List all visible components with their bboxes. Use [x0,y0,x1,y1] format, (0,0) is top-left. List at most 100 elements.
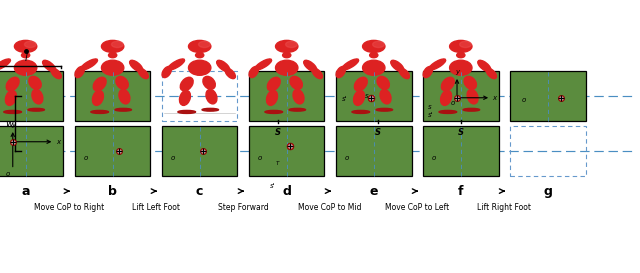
Ellipse shape [429,59,445,70]
Ellipse shape [92,90,104,105]
Ellipse shape [32,89,43,104]
Ellipse shape [6,77,19,91]
Text: o: o [432,155,436,161]
Ellipse shape [478,60,491,72]
Ellipse shape [22,53,29,58]
Ellipse shape [189,40,211,52]
Ellipse shape [29,76,41,89]
Text: S: S [275,128,281,137]
Text: s: s [428,104,431,110]
Ellipse shape [109,53,116,58]
Bar [336,126,412,176]
Ellipse shape [293,89,304,104]
Ellipse shape [266,90,278,105]
Text: d: d [282,185,291,198]
Ellipse shape [376,108,392,111]
Ellipse shape [442,77,454,91]
Text: S: S [375,128,381,137]
Ellipse shape [178,110,196,114]
Bar [162,126,237,176]
Ellipse shape [179,90,191,105]
Ellipse shape [5,90,17,105]
Ellipse shape [203,76,215,89]
Ellipse shape [0,59,10,70]
Ellipse shape [168,59,184,70]
Ellipse shape [450,40,472,52]
Ellipse shape [119,89,130,104]
Ellipse shape [196,53,204,58]
Text: S: S [458,128,464,137]
Ellipse shape [289,108,305,111]
Ellipse shape [372,41,385,48]
Bar [0,126,63,176]
Text: s: s [365,93,369,99]
Ellipse shape [423,66,433,78]
Text: T: T [275,161,279,166]
Ellipse shape [290,76,302,89]
Text: s': s' [270,183,276,189]
Ellipse shape [162,66,172,78]
Text: b: b [108,185,117,198]
Text: e: e [369,185,378,198]
Bar [0,71,63,121]
Ellipse shape [206,89,217,104]
Text: w: w [6,118,13,129]
Text: g: g [543,185,552,198]
Ellipse shape [283,53,291,58]
Ellipse shape [75,66,84,78]
Ellipse shape [312,69,323,79]
Ellipse shape [198,41,211,48]
Ellipse shape [391,60,404,72]
Ellipse shape [439,110,457,114]
Ellipse shape [111,41,124,48]
Ellipse shape [399,69,410,79]
Bar [249,71,324,121]
Ellipse shape [130,60,143,72]
Ellipse shape [15,60,36,75]
Ellipse shape [276,60,298,75]
Text: o: o [450,100,454,106]
Bar [336,71,412,121]
Ellipse shape [268,77,280,91]
Ellipse shape [91,110,109,114]
Ellipse shape [93,77,106,91]
Text: s': s' [342,96,348,102]
Ellipse shape [457,53,465,58]
Ellipse shape [276,40,298,52]
Ellipse shape [450,60,472,75]
Bar [162,71,237,121]
Ellipse shape [116,76,128,89]
Text: l: l [24,53,27,63]
Text: o: o [171,155,175,161]
Ellipse shape [102,40,124,52]
Text: f: f [458,185,463,198]
Bar [75,71,150,121]
Text: o: o [5,171,10,177]
Ellipse shape [28,108,44,111]
Text: Lift Left Foot: Lift Left Foot [132,203,180,212]
Text: o: o [84,155,88,161]
Ellipse shape [460,41,472,48]
Ellipse shape [370,53,378,58]
Text: y: y [11,121,15,127]
Ellipse shape [217,60,230,72]
Ellipse shape [225,69,236,79]
Ellipse shape [304,60,317,72]
Text: Move CoP to Left: Move CoP to Left [385,203,449,212]
Text: x: x [493,95,497,101]
Ellipse shape [202,108,218,111]
Ellipse shape [180,77,193,91]
Ellipse shape [285,41,298,48]
Bar [510,71,586,121]
Ellipse shape [380,89,391,104]
Text: x: x [56,139,60,145]
Bar [75,126,150,176]
Ellipse shape [467,89,478,104]
Ellipse shape [363,60,385,75]
Text: o: o [522,97,525,103]
Text: s': s' [428,112,433,118]
Ellipse shape [43,60,56,72]
Bar [249,126,324,176]
Ellipse shape [336,66,346,78]
Ellipse shape [249,66,259,78]
